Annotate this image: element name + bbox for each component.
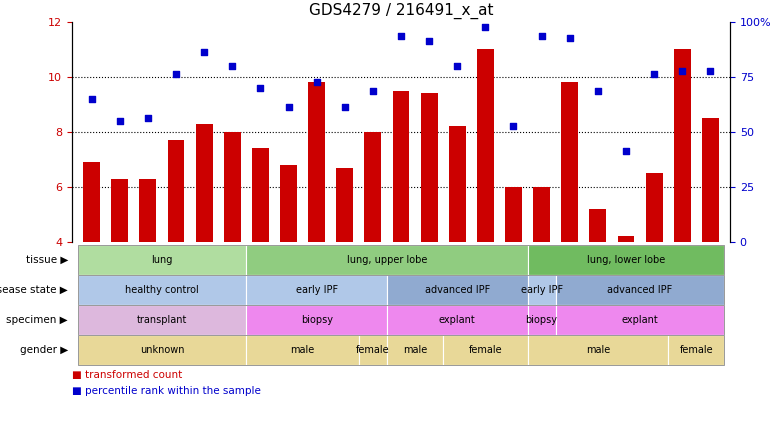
Bar	[280, 165, 297, 242]
Text: disease state ▶: disease state ▶	[0, 285, 68, 295]
Text: male: male	[403, 345, 427, 355]
Point	[451, 63, 463, 70]
Text: early IPF: early IPF	[521, 285, 563, 295]
Text: advanced IPF: advanced IPF	[425, 285, 490, 295]
Point	[170, 71, 183, 78]
Bar	[224, 132, 241, 242]
Point	[339, 104, 351, 111]
Point	[619, 148, 632, 155]
Bar	[505, 187, 522, 242]
Text: male: male	[586, 345, 610, 355]
Bar	[646, 173, 662, 242]
Bar	[111, 179, 129, 242]
Point	[226, 63, 238, 70]
Point	[198, 49, 210, 56]
Point	[423, 38, 435, 45]
Point	[479, 24, 492, 31]
Text: specimen ▶: specimen ▶	[6, 315, 68, 325]
Text: lung: lung	[151, 255, 172, 265]
Bar	[365, 132, 381, 242]
Title: GDS4279 / 216491_x_at: GDS4279 / 216491_x_at	[309, 3, 493, 19]
Bar	[477, 49, 494, 242]
Point	[648, 71, 660, 78]
Bar	[196, 124, 212, 242]
Text: female: female	[469, 345, 503, 355]
Text: male: male	[290, 345, 314, 355]
Text: advanced IPF: advanced IPF	[608, 285, 673, 295]
Text: biopsy: biopsy	[300, 315, 332, 325]
Point	[394, 32, 407, 40]
Text: early IPF: early IPF	[296, 285, 338, 295]
Text: explant: explant	[439, 315, 476, 325]
Bar	[308, 83, 325, 242]
Text: female: female	[680, 345, 713, 355]
Text: tissue ▶: tissue ▶	[26, 255, 68, 265]
Bar	[83, 162, 100, 242]
Text: ■ percentile rank within the sample: ■ percentile rank within the sample	[72, 386, 261, 396]
Bar	[533, 187, 550, 242]
Bar	[618, 237, 634, 242]
Text: female: female	[356, 345, 390, 355]
Text: biopsy: biopsy	[525, 315, 557, 325]
Point	[310, 79, 323, 86]
Point	[535, 32, 548, 40]
Bar	[393, 91, 409, 242]
Point	[142, 115, 154, 122]
Point	[114, 118, 126, 125]
Text: lung, lower lobe: lung, lower lobe	[587, 255, 665, 265]
Point	[564, 35, 576, 42]
Text: transplant: transplant	[136, 315, 187, 325]
Point	[254, 84, 267, 91]
Bar	[336, 168, 354, 242]
Point	[85, 95, 98, 103]
Bar	[252, 148, 269, 242]
Text: lung, upper lobe: lung, upper lobe	[347, 255, 427, 265]
Bar	[448, 127, 466, 242]
Text: gender ▶: gender ▶	[20, 345, 68, 355]
Point	[704, 68, 717, 75]
Bar	[421, 94, 437, 242]
Bar	[673, 49, 691, 242]
Bar	[168, 140, 184, 242]
Bar	[590, 209, 606, 242]
Point	[507, 123, 520, 130]
Text: unknown: unknown	[140, 345, 184, 355]
Bar	[140, 179, 156, 242]
Point	[592, 87, 604, 94]
Point	[676, 68, 688, 75]
Text: ■ transformed count: ■ transformed count	[72, 370, 182, 381]
Point	[282, 104, 295, 111]
Bar	[702, 118, 719, 242]
Bar	[561, 83, 578, 242]
Point	[367, 87, 379, 94]
Text: healthy control: healthy control	[125, 285, 199, 295]
Text: explant: explant	[622, 315, 659, 325]
